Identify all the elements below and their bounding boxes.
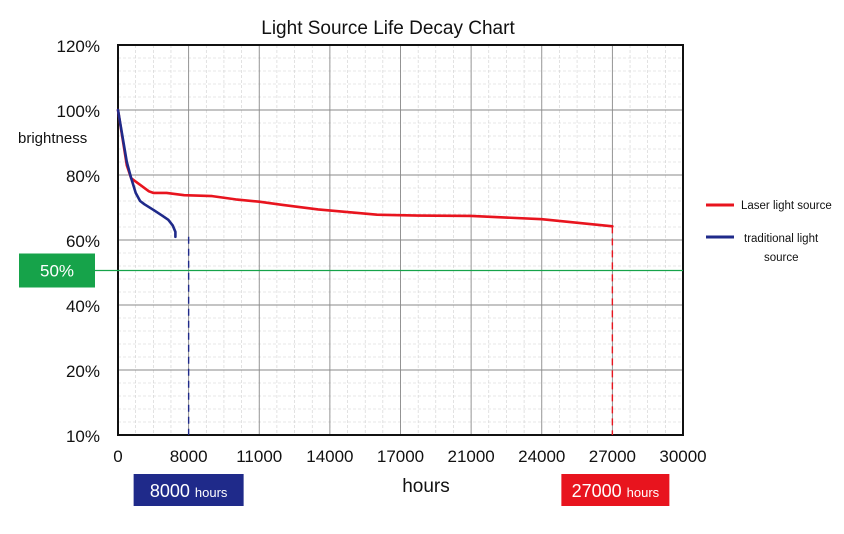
x-tick-label: 8000: [170, 447, 208, 466]
marker-value: 8000: [150, 481, 195, 501]
x-tick-label: 17000: [377, 447, 424, 466]
marker-unit: hours: [195, 485, 228, 500]
marker-badges: 8000 hours 27000 hours: [133, 474, 670, 506]
y-tick-label: 10%: [66, 427, 100, 446]
y-tick-label: 20%: [66, 362, 100, 381]
x-tick-label: 21000: [447, 447, 494, 466]
plot-frame: [117, 44, 684, 436]
x-tick-labels: 0 8000 11000 14000 17000 21000 24000 27000 30000: [113, 447, 706, 466]
series-lines: [116, 108, 614, 239]
legend-laser-label: Laser light source: [741, 200, 832, 212]
series-traditional-line: [116, 108, 177, 239]
y-tick-label: 40%: [66, 297, 100, 316]
x-axis-label: hours: [402, 476, 450, 497]
marker-badge-27000-label: 27000 hours: [572, 481, 660, 501]
x-tick-label: 11000: [236, 447, 282, 466]
x-tick-label: 24000: [518, 447, 565, 466]
legend-traditional-label-line2: source: [764, 252, 799, 264]
reference-line-50: 50%: [19, 253, 683, 288]
series-laser-line: [116, 108, 614, 228]
marker-badge-27000: [561, 474, 670, 506]
y-axis-label: brightness: [18, 130, 87, 147]
legend-traditional-label-line1: traditional light: [744, 233, 819, 245]
legend: Laser light source traditional light sou…: [706, 200, 832, 264]
marker-badge-8000: [133, 474, 244, 506]
marker-unit: hours: [627, 485, 660, 500]
y-tick-label: 60%: [66, 232, 100, 251]
marker-badge-8000-label: 8000 hours: [150, 481, 228, 501]
x-tick-label: 30000: [659, 447, 706, 466]
y-tick-label: 120%: [57, 37, 100, 56]
x-tick-label: 0: [113, 447, 122, 466]
y-tick-labels: 10% 20% 40% 60% 80% 100% 120%: [57, 37, 100, 446]
y-tick-label: 100%: [57, 102, 100, 121]
x-tick-label: 14000: [306, 447, 353, 466]
x-tick-label: 27000: [589, 447, 636, 466]
chart-title: Light Source Life Decay Chart: [261, 18, 515, 39]
marker-lines: [187, 226, 614, 435]
reference-badge: [19, 253, 95, 288]
y-tick-label: 80%: [66, 167, 100, 186]
grid-major: [118, 45, 683, 435]
marker-value: 27000: [572, 481, 627, 501]
reference-badge-label: 50%: [40, 262, 74, 281]
